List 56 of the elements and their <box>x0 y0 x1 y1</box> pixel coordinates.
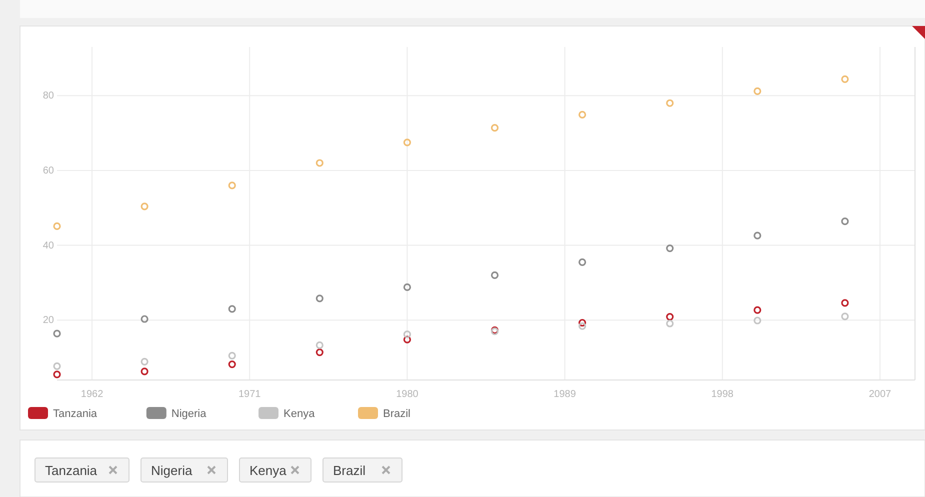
point <box>578 318 586 327</box>
point <box>316 341 324 350</box>
point <box>578 322 586 330</box>
point <box>228 360 236 368</box>
point <box>403 330 412 338</box>
point <box>228 352 236 360</box>
text: Brazil <box>333 463 366 478</box>
point <box>490 124 499 132</box>
point <box>578 110 586 119</box>
point <box>403 336 412 344</box>
legend-label: Kenya <box>284 408 316 420</box>
x-tick-label: 1971 <box>238 389 262 400</box>
point <box>228 305 236 313</box>
point <box>316 294 324 302</box>
y-tick-label: 20 <box>42 315 54 326</box>
text: Kenya <box>250 463 288 478</box>
point <box>140 358 148 366</box>
point <box>841 312 849 320</box>
point <box>140 202 148 210</box>
legend-label: Tanzania <box>53 408 98 420</box>
y-tick-label: 60 <box>42 165 54 176</box>
point <box>403 138 412 146</box>
point <box>754 87 762 95</box>
x-tick-label: 1980 <box>396 389 419 400</box>
point <box>841 75 849 83</box>
y-tick-label: 40 <box>42 240 54 252</box>
text: Tanzania <box>45 463 98 478</box>
point <box>578 258 586 266</box>
point <box>140 368 148 376</box>
point <box>403 283 412 292</box>
point <box>228 182 236 190</box>
legend-label: Brazil <box>383 408 411 420</box>
legend-label: Nigeria <box>171 408 208 420</box>
x-tick-label: 1989 <box>554 389 576 400</box>
point <box>666 320 674 328</box>
point <box>53 362 61 370</box>
point <box>754 232 762 240</box>
point <box>490 271 499 280</box>
x-tick-label: 1962 <box>80 389 104 400</box>
point <box>316 348 324 356</box>
point <box>53 330 61 338</box>
point <box>666 244 674 252</box>
text: Nigeria <box>151 463 193 478</box>
point <box>754 316 762 324</box>
point <box>666 99 674 107</box>
point <box>53 222 61 230</box>
y-tick-label: 80 <box>42 90 54 102</box>
point <box>53 370 61 378</box>
point <box>140 315 148 323</box>
point <box>754 306 762 314</box>
point <box>841 218 849 226</box>
point <box>666 312 674 321</box>
point <box>316 159 324 167</box>
point <box>841 299 849 307</box>
x-tick-label: 2007 <box>868 389 892 400</box>
x-tick-label: 1998 <box>711 389 734 400</box>
